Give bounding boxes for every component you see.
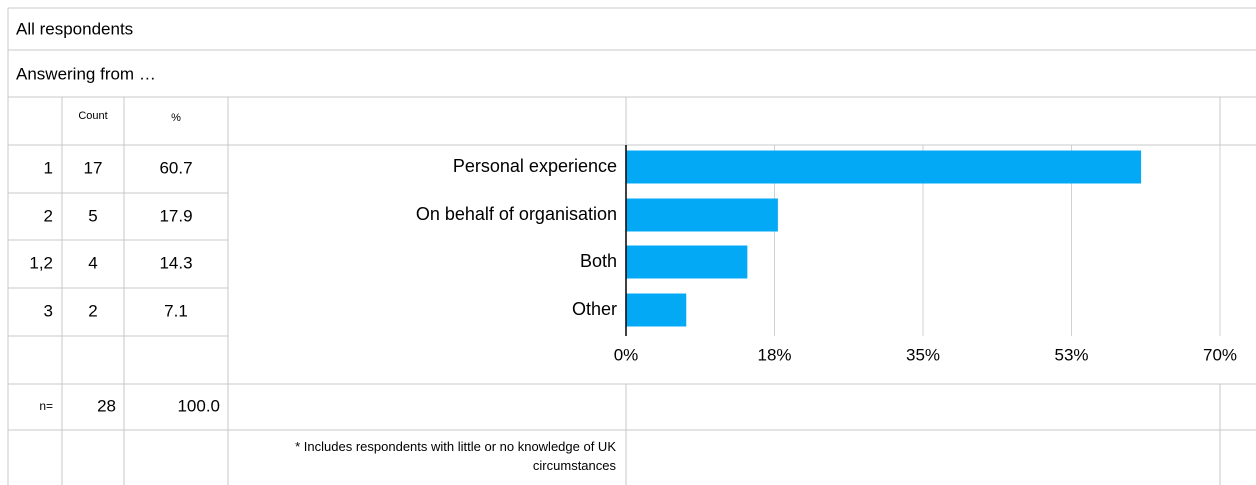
bar	[626, 293, 687, 327]
category-label: Personal experience	[453, 156, 617, 176]
x-tick-label: 18%	[757, 345, 791, 364]
row-count: 17	[84, 158, 103, 177]
category-label: Both	[580, 251, 617, 271]
row-percent: 60.7	[159, 158, 192, 177]
sheet-title: All respondents	[16, 19, 133, 38]
row-code: 1,2	[29, 253, 53, 272]
x-tick-label: 0%	[614, 345, 639, 364]
column-header: %	[171, 112, 181, 124]
category-label: On behalf of organisation	[416, 204, 617, 224]
x-tick-label: 70%	[1203, 345, 1237, 364]
x-tick-label: 53%	[1054, 345, 1088, 364]
row-count: 4	[88, 253, 97, 272]
footnote: * Includes respondents with little or no…	[295, 439, 616, 473]
row-code: 2	[44, 206, 53, 225]
row-count: 2	[88, 301, 97, 320]
row-count: 5	[88, 206, 97, 225]
column-header: Count	[78, 110, 107, 122]
total-percent: 100.0	[177, 396, 220, 415]
category-label: Other	[572, 299, 617, 319]
bar	[626, 198, 778, 232]
x-tick-label: 35%	[906, 345, 940, 364]
row-percent: 7.1	[164, 301, 188, 320]
row-percent: 17.9	[159, 206, 192, 225]
total-label: n=	[39, 399, 53, 413]
total-count: 28	[97, 396, 116, 415]
cell-borders	[7, 7, 1256, 485]
bar	[626, 245, 748, 279]
row-code: 3	[44, 301, 53, 320]
sheet-subtitle: Answering from …	[16, 64, 156, 83]
row-code: 1	[44, 158, 53, 177]
bar	[626, 150, 1142, 184]
row-percent: 14.3	[159, 253, 192, 272]
